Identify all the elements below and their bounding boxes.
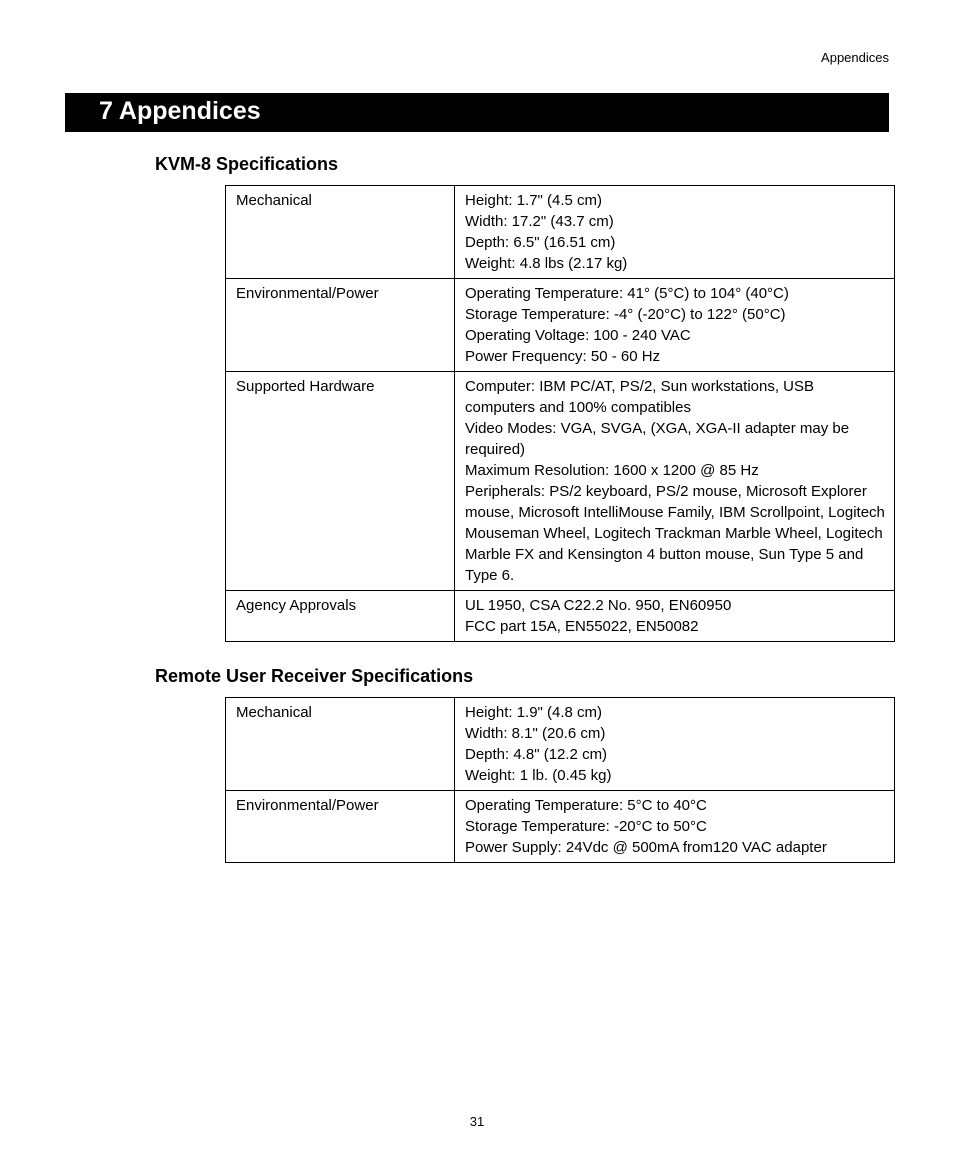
section-title-kvm8: KVM-8 Specifications (155, 154, 889, 175)
remote-spec-table: Mechanical Height: 1.9" (4.8 cm)Width: 8… (225, 697, 895, 863)
table-row: Mechanical Height: 1.9" (4.8 cm)Width: 8… (226, 698, 895, 791)
page-header-label: Appendices (65, 50, 889, 65)
document-page: Appendices 7 Appendices KVM-8 Specificat… (0, 0, 954, 1159)
section-title-remote: Remote User Receiver Specifications (155, 666, 889, 687)
spec-label: Environmental/Power (226, 791, 455, 863)
spec-value: Height: 1.9" (4.8 cm)Width: 8.1" (20.6 c… (455, 698, 895, 791)
spec-value: Operating Temperature: 5°C to 40°CStorag… (455, 791, 895, 863)
table-row: Environmental/Power Operating Temperatur… (226, 791, 895, 863)
spec-value: Computer: IBM PC/AT, PS/2, Sun workstati… (455, 372, 895, 591)
spec-value: Operating Temperature: 41° (5°C) to 104°… (455, 279, 895, 372)
table-row: Agency Approvals UL 1950, CSA C22.2 No. … (226, 591, 895, 642)
spec-value: Height: 1.7" (4.5 cm)Width: 17.2" (43.7 … (455, 186, 895, 279)
spec-label: Supported Hardware (226, 372, 455, 591)
spec-label: Environmental/Power (226, 279, 455, 372)
page-number: 31 (0, 1114, 954, 1129)
chapter-title-bar: 7 Appendices (65, 93, 889, 132)
spec-label: Mechanical (226, 186, 455, 279)
table-row: Supported Hardware Computer: IBM PC/AT, … (226, 372, 895, 591)
spec-label: Mechanical (226, 698, 455, 791)
kvm8-spec-table: Mechanical Height: 1.7" (4.5 cm)Width: 1… (225, 185, 895, 642)
table-row: Mechanical Height: 1.7" (4.5 cm)Width: 1… (226, 186, 895, 279)
table-row: Environmental/Power Operating Temperatur… (226, 279, 895, 372)
spec-label: Agency Approvals (226, 591, 455, 642)
spec-value: UL 1950, CSA C22.2 No. 950, EN60950FCC p… (455, 591, 895, 642)
